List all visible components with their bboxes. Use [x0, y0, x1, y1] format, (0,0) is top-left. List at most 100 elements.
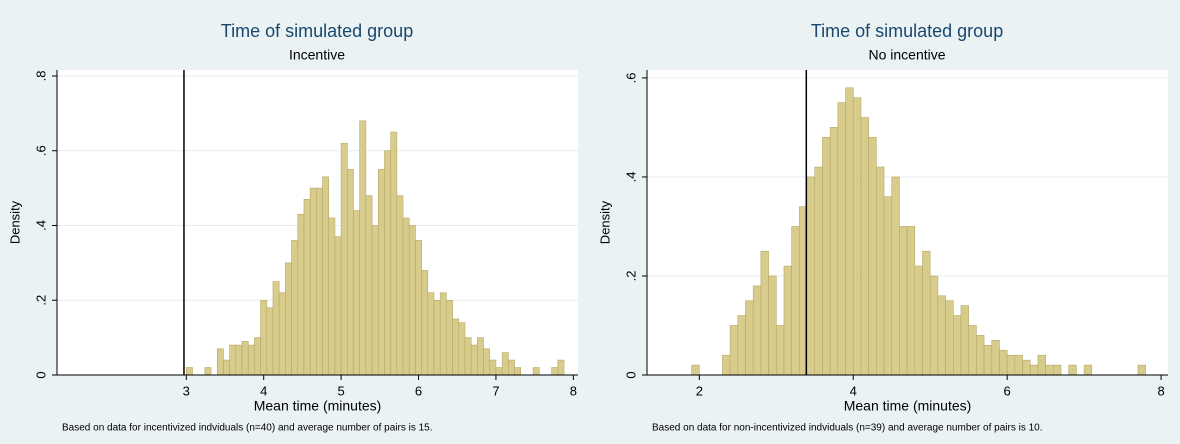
- bar: [1137, 364, 1146, 376]
- y-tick-label: .4: [623, 172, 638, 183]
- bar: [729, 325, 739, 376]
- bar: [470, 344, 478, 376]
- bar: [371, 225, 379, 376]
- bar: [914, 265, 923, 376]
- bar: [745, 300, 754, 376]
- bar: [775, 325, 785, 376]
- bar: [1045, 364, 1054, 376]
- bar: [791, 226, 800, 376]
- bar: [297, 213, 305, 376]
- bar: [551, 367, 559, 376]
- chart-subtitle: No incentive: [868, 47, 945, 63]
- x-axis-label: Mean time (minutes): [844, 398, 972, 414]
- bar: [557, 359, 565, 376]
- footnote: Based on data for non-incentivized indvi…: [652, 423, 1043, 434]
- bar: [837, 102, 846, 376]
- bar: [822, 137, 831, 376]
- bar: [359, 120, 367, 376]
- bar: [316, 187, 323, 376]
- bar: [1014, 354, 1023, 376]
- bar: [204, 367, 212, 376]
- bar: [852, 97, 862, 376]
- bar: [377, 169, 385, 376]
- bar: [899, 226, 908, 376]
- y-tick-label: .2: [623, 271, 638, 282]
- bar: [223, 359, 230, 376]
- bar: [278, 292, 286, 376]
- bar: [266, 307, 274, 376]
- bar: [489, 359, 497, 376]
- chart-title: Time of simulated group: [221, 21, 413, 41]
- y-tick-label: .6: [33, 145, 48, 156]
- bar: [446, 299, 453, 376]
- bar: [501, 352, 509, 376]
- bar: [384, 150, 391, 376]
- chart-title: Time of simulated group: [811, 21, 1003, 41]
- bar: [334, 236, 342, 376]
- bar: [408, 225, 416, 376]
- bar: [945, 300, 954, 376]
- bar: [421, 270, 429, 376]
- bar: [1037, 354, 1046, 376]
- bar: [247, 344, 255, 376]
- y-tick-label: .2: [33, 295, 48, 306]
- bar: [860, 117, 869, 376]
- bar: [1083, 364, 1093, 376]
- x-tick-label: 3: [183, 383, 190, 398]
- bar: [868, 137, 877, 376]
- x-tick-label: 6: [415, 383, 422, 398]
- bar: [390, 131, 398, 376]
- bar: [464, 337, 472, 376]
- bar: [322, 176, 330, 376]
- bar: [229, 344, 237, 376]
- x-tick-label: 4: [850, 383, 857, 398]
- y-tick-label: .6: [623, 73, 638, 84]
- bar: [1022, 359, 1031, 376]
- bar: [691, 364, 700, 376]
- y-axis-label: Density: [7, 200, 22, 244]
- bar: [353, 210, 360, 376]
- bar: [452, 318, 460, 376]
- bar: [285, 262, 292, 376]
- bar: [514, 367, 522, 376]
- bar: [216, 348, 224, 376]
- bar: [260, 299, 268, 376]
- bar: [960, 305, 969, 376]
- bar: [291, 240, 299, 376]
- bar: [495, 367, 503, 376]
- x-tick-label: 7: [492, 383, 499, 398]
- bar: [303, 199, 311, 376]
- bar: [328, 217, 336, 376]
- chart-subtitle: Incentive: [289, 47, 345, 63]
- bar: [991, 340, 1000, 376]
- bar: [883, 196, 893, 376]
- bar: [768, 275, 777, 376]
- bar: [891, 176, 900, 376]
- bar: [396, 195, 404, 376]
- bar: [458, 322, 466, 376]
- bar: [477, 337, 484, 376]
- bar: [439, 292, 447, 376]
- bar: [829, 127, 839, 376]
- y-tick-label: 0: [623, 371, 638, 378]
- bar: [999, 349, 1008, 376]
- y-axis-label: Density: [597, 200, 612, 244]
- bar: [722, 354, 731, 376]
- x-tick-label: 6: [1004, 383, 1011, 398]
- y-tick-label: 0: [33, 371, 48, 378]
- x-tick-label: 4: [260, 383, 267, 398]
- bar: [845, 87, 854, 376]
- x-tick-label: 2: [696, 383, 703, 398]
- bar: [185, 367, 193, 376]
- bar: [814, 166, 823, 376]
- bar: [483, 348, 491, 376]
- x-axis-label: Mean time (minutes): [254, 398, 382, 414]
- bar: [340, 142, 348, 376]
- bar: [952, 315, 962, 376]
- bar: [1053, 364, 1062, 376]
- bar: [415, 240, 422, 376]
- bar: [365, 195, 373, 376]
- bar: [402, 217, 410, 376]
- bar: [783, 265, 792, 376]
- bar: [235, 344, 243, 376]
